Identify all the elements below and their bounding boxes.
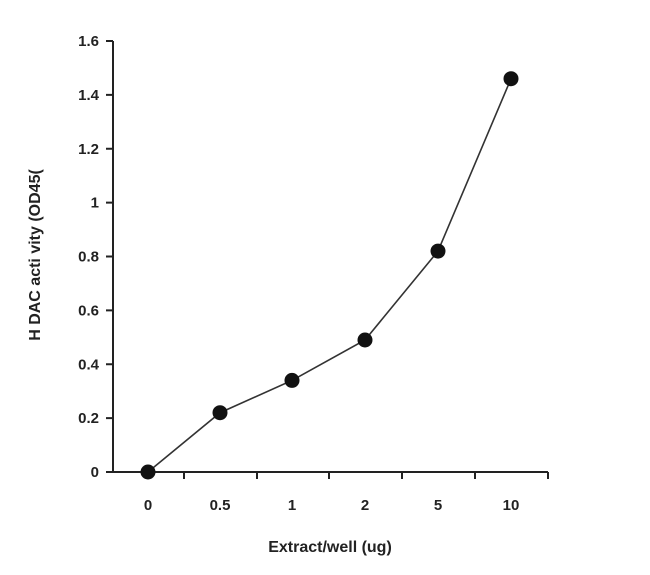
y-tick-label: 0.8 [78, 249, 99, 266]
series-line [147, 78, 512, 473]
data-point [357, 332, 373, 348]
data-point [503, 71, 519, 87]
data-point [430, 243, 446, 259]
plot-area: 0 0.2 0.4 0.6 0.8 1 1.2 1.4 1.6 0 0.5 1 2 5 10 [78, 33, 549, 514]
y-axis-title: H DAC acti vity (OD45( [27, 169, 44, 341]
x-axis-ticks: 0 0.5 1 2 5 10 [144, 472, 549, 514]
y-tick-label: 0.2 [78, 410, 99, 427]
data-point [212, 405, 228, 421]
y-tick-label: 0 [91, 464, 99, 481]
data-points [140, 71, 519, 480]
x-tick-label: 10 [503, 497, 520, 514]
data-point [140, 464, 156, 480]
x-tick-label: 2 [361, 497, 369, 514]
y-tick-label: 1 [91, 195, 99, 212]
x-tick-label: 1 [288, 497, 296, 514]
x-axis-title: Extract/well (ug) [268, 539, 392, 556]
y-axis-ticks: 0 0.2 0.4 0.6 0.8 1 1.2 1.4 1.6 [78, 33, 113, 481]
x-tick-label: 0.5 [210, 497, 231, 514]
y-tick-label: 1.4 [78, 87, 100, 104]
y-tick-label: 1.2 [78, 141, 99, 158]
y-tick-label: 0.6 [78, 302, 99, 319]
data-point [284, 372, 300, 388]
x-tick-label: 0 [144, 497, 152, 514]
y-tick-label: 1.6 [78, 33, 99, 50]
y-tick-label: 0.4 [78, 356, 100, 373]
x-tick-label: 5 [434, 497, 442, 514]
